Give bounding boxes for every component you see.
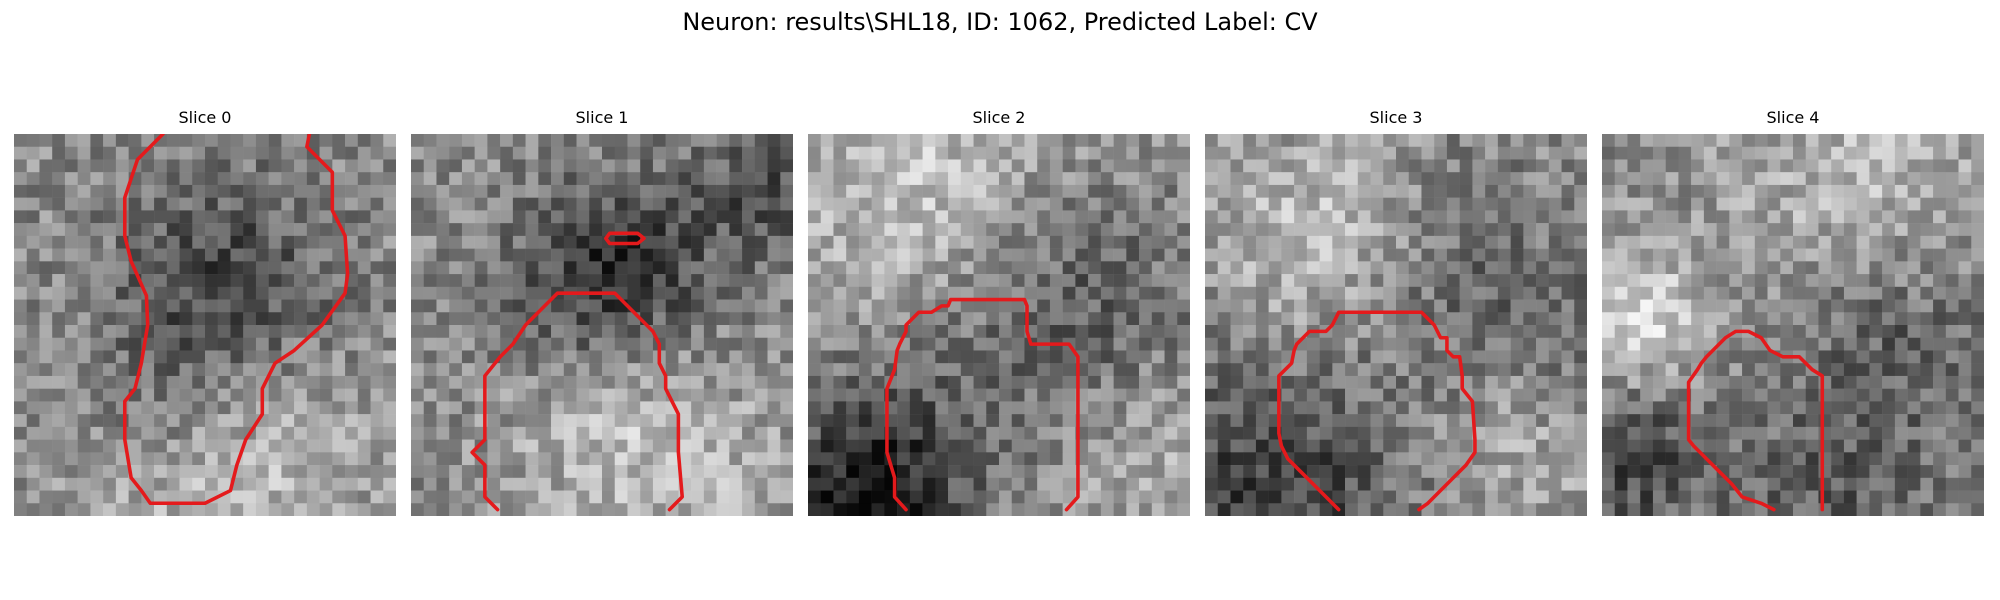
contour-main	[470, 291, 685, 512]
slice-title-0: Slice 0	[178, 108, 232, 127]
slice-contours-1	[470, 231, 685, 512]
figure-title: Neuron: results\SHL18, ID: 1062, Predict…	[682, 8, 1318, 36]
contour-main	[885, 297, 1080, 512]
slice-contours-4	[1686, 329, 1825, 512]
contour-small-ring	[604, 231, 646, 246]
contour-left	[122, 134, 350, 506]
slice-contours-2	[885, 297, 1080, 512]
slice-image-2	[808, 134, 1190, 516]
slice-pixels-3	[1205, 134, 1587, 516]
slice-pixels-1	[411, 134, 793, 516]
slice-contours-3	[1277, 310, 1477, 512]
slice-image-0	[14, 134, 396, 516]
slice-image-3	[1205, 134, 1587, 516]
slice-title-3: Slice 3	[1369, 108, 1423, 127]
contour-main	[1686, 329, 1825, 512]
slice-title-1: Slice 1	[575, 108, 629, 127]
slice-title-4: Slice 4	[1766, 108, 1820, 127]
slice-pixels-2	[808, 134, 1190, 516]
slice-image-1	[411, 134, 793, 516]
slice-pixels-4	[1602, 134, 1984, 516]
slice-title-2: Slice 2	[972, 108, 1026, 127]
slice-contours-0	[122, 134, 350, 506]
slice-pixels-0	[14, 134, 396, 516]
slice-image-4	[1602, 134, 1984, 516]
contour-main	[1277, 310, 1477, 512]
